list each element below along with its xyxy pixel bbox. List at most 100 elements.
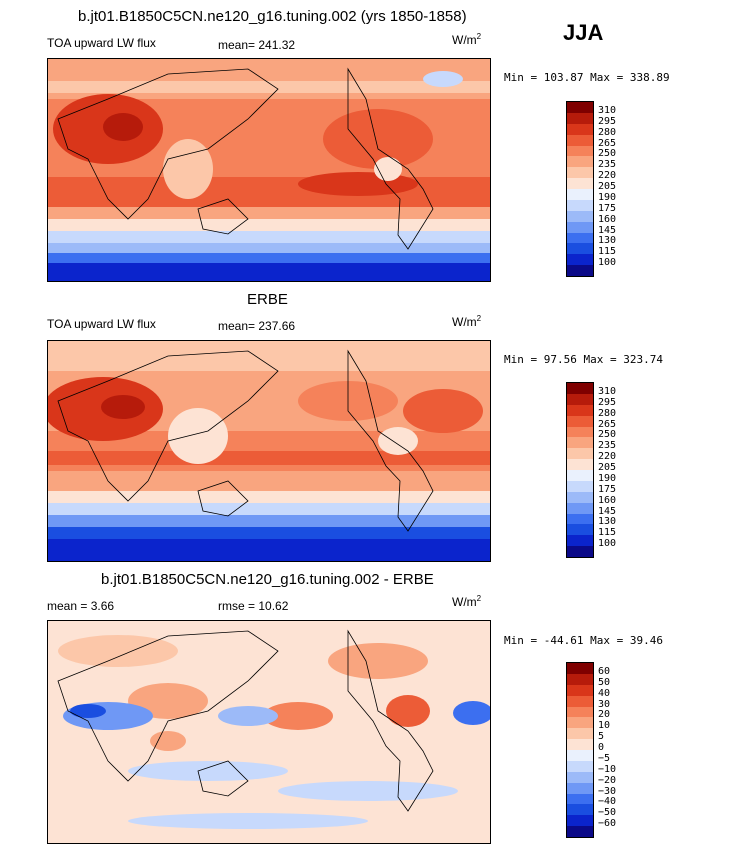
panel1-field-label: TOA upward LW flux: [47, 36, 156, 50]
colorbar-swatch: [567, 826, 593, 837]
colorbar-swatch: [567, 254, 593, 266]
colorbar-swatch: [567, 232, 593, 244]
panel3-rmse-label: rmse = 10.62: [218, 599, 289, 613]
panel2-minmax: Min = 97.56 Max = 323.74: [504, 353, 663, 366]
colorbar-tick-label: 280: [598, 407, 617, 419]
colorbar-swatch: [567, 243, 593, 255]
colorbar-tick-label: 30: [598, 698, 611, 710]
colorbar-swatch: [567, 815, 593, 827]
colorbar-swatch: [567, 706, 593, 718]
colorbar-swatch: [567, 673, 593, 685]
colorbar-swatch: [567, 448, 593, 460]
colorbar-swatch: [567, 112, 593, 124]
colorbar-tick-label: 235: [598, 159, 617, 171]
colorbar-tick-label: 250: [598, 429, 617, 441]
panel2-map: [47, 340, 491, 562]
colorbar-tick-label: 205: [598, 462, 617, 473]
colorbar-swatch: [567, 728, 593, 740]
colorbar-tick-label: 190: [598, 191, 617, 203]
panel2-colorbar: [566, 382, 594, 558]
colorbar-tick-label: 40: [598, 687, 611, 699]
colorbar-swatch: [567, 782, 593, 794]
season-label: JJA: [563, 20, 604, 45]
colorbar-tick-label: 205: [598, 181, 617, 192]
colorbar-swatch: [567, 210, 593, 222]
colorbar-tick-label: −60: [598, 818, 617, 830]
colorbar-tick-label: 295: [598, 396, 617, 408]
colorbar-tick-label: 5: [598, 731, 605, 743]
colorbar-tick-label: 60: [598, 665, 611, 677]
colorbar-swatch: [567, 502, 593, 514]
colorbar-tick-label: 50: [598, 676, 611, 688]
colorbar-swatch: [567, 793, 593, 805]
panel1-title: b.jt01.B1850C5CN.ne120_g16.tuning.002 (y…: [78, 8, 467, 25]
colorbar-tick-label: 175: [598, 202, 617, 214]
colorbar-swatch: [567, 134, 593, 146]
colorbar-swatch: [567, 739, 593, 750]
colorbar-tick-label: 265: [598, 137, 617, 149]
colorbar-swatch: [567, 123, 593, 135]
panel2-field-label: TOA upward LW flux: [47, 317, 156, 331]
colorbar-tick-label: 130: [598, 516, 617, 528]
colorbar-swatch: [567, 760, 593, 772]
colorbar-tick-label: 190: [598, 472, 617, 484]
colorbar-tick-label: −10: [598, 763, 617, 775]
colorbar-tick-label: 100: [598, 257, 617, 269]
colorbar-swatch: [567, 771, 593, 783]
colorbar-swatch: [567, 513, 593, 525]
colorbar-tick-label: −20: [598, 774, 617, 786]
colorbar-tick-label: 220: [598, 170, 617, 182]
colorbar-swatch: [567, 102, 593, 113]
colorbar-swatch: [567, 717, 593, 729]
colorbar-swatch: [567, 426, 593, 438]
panel1-minmax: Min = 103.87 Max = 338.89: [504, 71, 670, 84]
panel3-mean-label: mean = 3.66: [47, 599, 115, 613]
panel1-map: [47, 58, 491, 282]
colorbar-tick-label: 145: [598, 224, 617, 236]
panel1-units: W/m2: [452, 32, 482, 47]
colorbar-tick-label: −40: [598, 796, 617, 808]
colorbar-swatch: [567, 491, 593, 503]
colorbar-tick-label: 265: [598, 418, 617, 430]
colorbar-tick-label: 310: [598, 385, 617, 397]
colorbar-swatch: [567, 663, 593, 674]
colorbar-swatch: [567, 178, 593, 189]
colorbar-tick-label: 160: [598, 494, 617, 506]
colorbar-swatch: [567, 199, 593, 211]
colorbar-swatch: [567, 750, 593, 761]
panel3-minmax: Min = -44.61 Max = 39.46: [504, 634, 663, 647]
colorbar-swatch: [567, 167, 593, 179]
colorbar-swatch: [567, 535, 593, 547]
colorbar-swatch: [567, 393, 593, 405]
colorbar-swatch: [567, 189, 593, 200]
colorbar-swatch: [567, 415, 593, 427]
panel1-mean-label: mean= 241.32: [218, 38, 296, 52]
colorbar-tick-label: 20: [598, 709, 611, 721]
colorbar-swatch: [567, 459, 593, 470]
colorbar-swatch: [567, 684, 593, 696]
colorbar-tick-label: 295: [598, 115, 617, 127]
panel2-mean-label: mean= 237.66: [218, 319, 296, 333]
panel3-colorbar: [566, 662, 594, 838]
colorbar-swatch: [567, 404, 593, 416]
colorbar-swatch: [567, 524, 593, 536]
colorbar-tick-label: 10: [598, 720, 611, 732]
colorbar-tick-label: 115: [598, 246, 617, 258]
colorbar-swatch: [567, 156, 593, 168]
colorbar-tick-label: 235: [598, 440, 617, 452]
colorbar-tick-label: 250: [598, 148, 617, 160]
colorbar-tick-label: 175: [598, 483, 617, 495]
colorbar-swatch: [567, 695, 593, 707]
colorbar-swatch: [567, 221, 593, 233]
panel3-map: [47, 620, 491, 844]
colorbar-tick-label: 0: [598, 742, 605, 753]
colorbar-tick-label: −50: [598, 807, 617, 819]
colorbar-tick-label: 220: [598, 451, 617, 463]
colorbar-swatch: [567, 383, 593, 394]
colorbar-tick-label: 145: [598, 505, 617, 517]
panel1-colorbar: [566, 101, 594, 277]
colorbar-swatch: [567, 145, 593, 157]
panel2-units: W/m2: [452, 314, 482, 329]
colorbar-tick-label: 280: [598, 126, 617, 138]
colorbar-tick-label: 115: [598, 527, 617, 539]
